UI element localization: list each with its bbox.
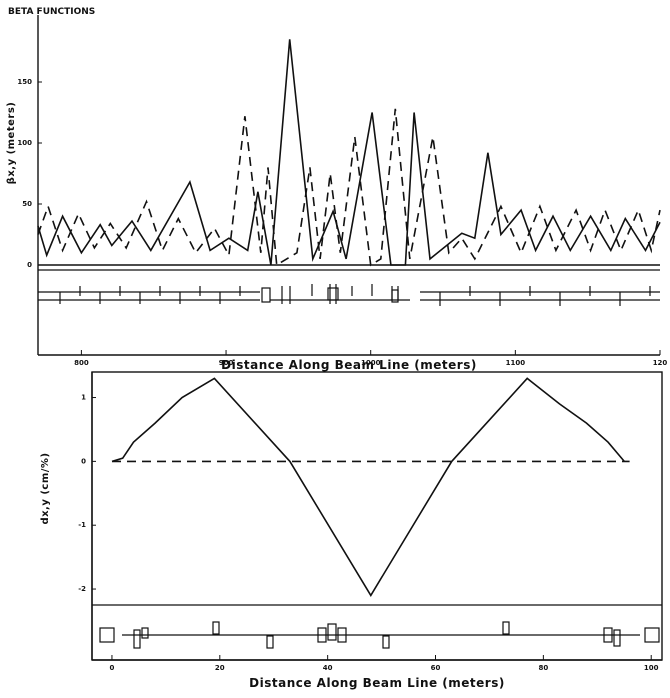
plot-frame — [91, 371, 663, 661]
x-tick-label: 40 — [323, 664, 333, 672]
y-tick-label: -1 — [78, 521, 86, 529]
x-tick-label: 80 — [538, 664, 548, 672]
y-axis-label: βx,y (meters) — [6, 102, 17, 185]
data-line — [111, 377, 625, 597]
x-tick-label: 60 — [431, 664, 441, 672]
y-tick-label: 0 — [27, 261, 32, 269]
x-tick-label: 20 — [215, 664, 225, 672]
x-tick-label: 0 — [110, 664, 115, 672]
y-axis-label: dx,y (cm/%) — [40, 452, 51, 524]
x-tick-label: 900 — [219, 359, 234, 367]
x-tick-label: 120 — [653, 359, 668, 367]
y-tick-label: 50 — [22, 200, 32, 208]
lattice-bottom — [92, 604, 662, 649]
y-tick-label: 150 — [17, 78, 32, 86]
x-tick-label: 800 — [74, 359, 89, 367]
y-tick-label: 1 — [81, 394, 86, 402]
x-tick-label: 100 — [644, 664, 659, 672]
y-tick-label: 100 — [17, 139, 32, 147]
x-tick-label: 1000 — [361, 359, 381, 367]
data-line — [37, 39, 661, 266]
y-tick-label: 0 — [81, 457, 86, 465]
x-axis-label: Distance Along Beam Line (meters) — [221, 358, 477, 372]
chart-title: BETA FUNCTIONS — [8, 7, 95, 17]
lattice-top — [38, 269, 660, 306]
data-line — [37, 108, 661, 267]
x-axis-label: Distance Along Beam Line (meters) — [249, 676, 505, 690]
x-tick-label: 1100 — [506, 359, 526, 367]
y-tick-label: -2 — [78, 585, 86, 593]
